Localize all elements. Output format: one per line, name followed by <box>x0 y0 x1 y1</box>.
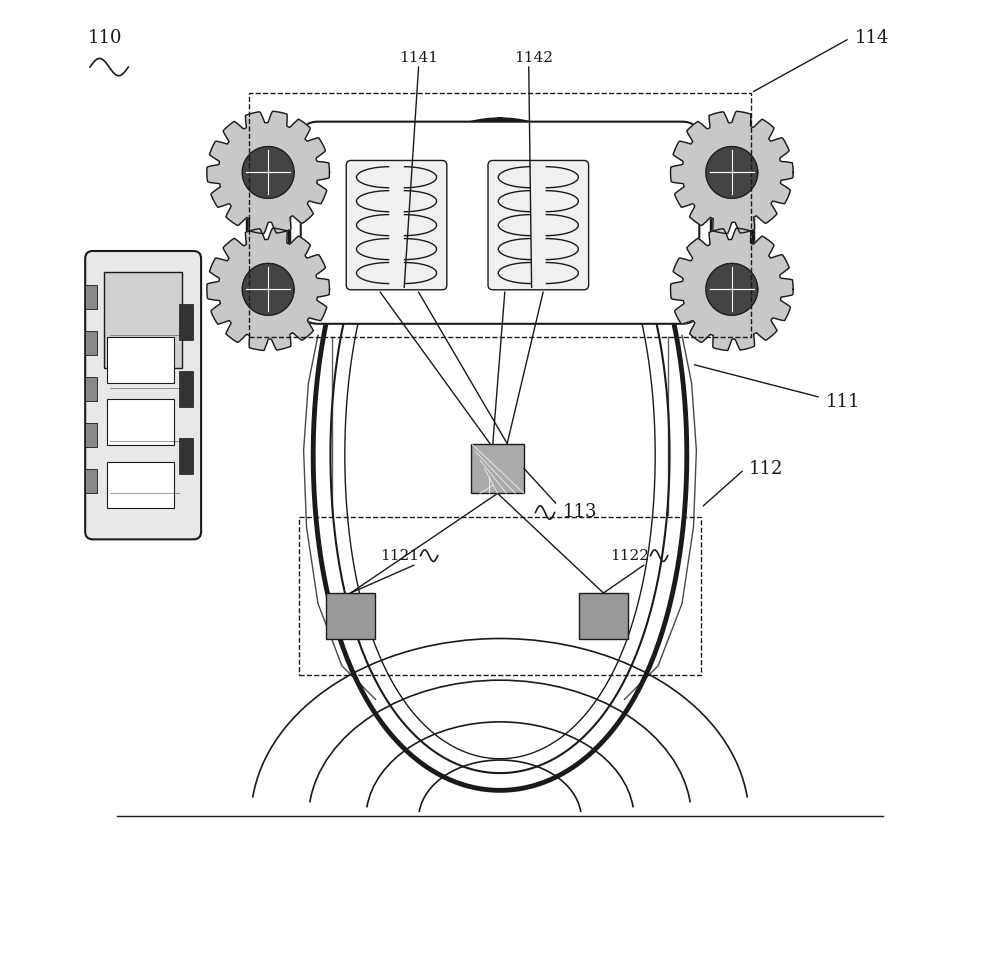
Polygon shape <box>207 111 329 234</box>
Polygon shape <box>313 120 687 790</box>
FancyBboxPatch shape <box>346 161 447 289</box>
Text: 113: 113 <box>562 503 597 521</box>
Bar <box>85 285 97 309</box>
Bar <box>107 337 174 383</box>
Bar <box>107 399 174 445</box>
Text: 114: 114 <box>854 29 889 47</box>
Bar <box>107 462 174 508</box>
Bar <box>104 272 182 368</box>
Text: 110: 110 <box>88 29 123 47</box>
Bar <box>179 371 193 407</box>
Bar <box>85 377 97 401</box>
Bar <box>85 331 97 355</box>
FancyBboxPatch shape <box>488 161 589 289</box>
Polygon shape <box>671 111 793 234</box>
Text: 1122: 1122 <box>610 550 649 563</box>
Bar <box>579 593 628 639</box>
Polygon shape <box>706 147 758 198</box>
Polygon shape <box>671 228 793 351</box>
Text: 1121: 1121 <box>380 550 419 563</box>
Bar <box>299 517 701 675</box>
FancyBboxPatch shape <box>85 251 201 539</box>
Text: 111: 111 <box>826 393 860 411</box>
Text: 1141: 1141 <box>399 52 438 65</box>
Bar <box>85 423 97 447</box>
Polygon shape <box>207 228 329 351</box>
FancyBboxPatch shape <box>301 122 699 324</box>
Polygon shape <box>242 147 294 198</box>
Text: 112: 112 <box>749 460 783 478</box>
Polygon shape <box>242 263 294 315</box>
Bar <box>326 593 375 639</box>
Bar <box>179 304 193 340</box>
Bar <box>249 93 751 337</box>
Bar <box>471 444 524 493</box>
Bar <box>179 438 193 474</box>
Polygon shape <box>706 263 758 315</box>
Bar <box>85 469 97 493</box>
Text: 1142: 1142 <box>514 52 553 65</box>
